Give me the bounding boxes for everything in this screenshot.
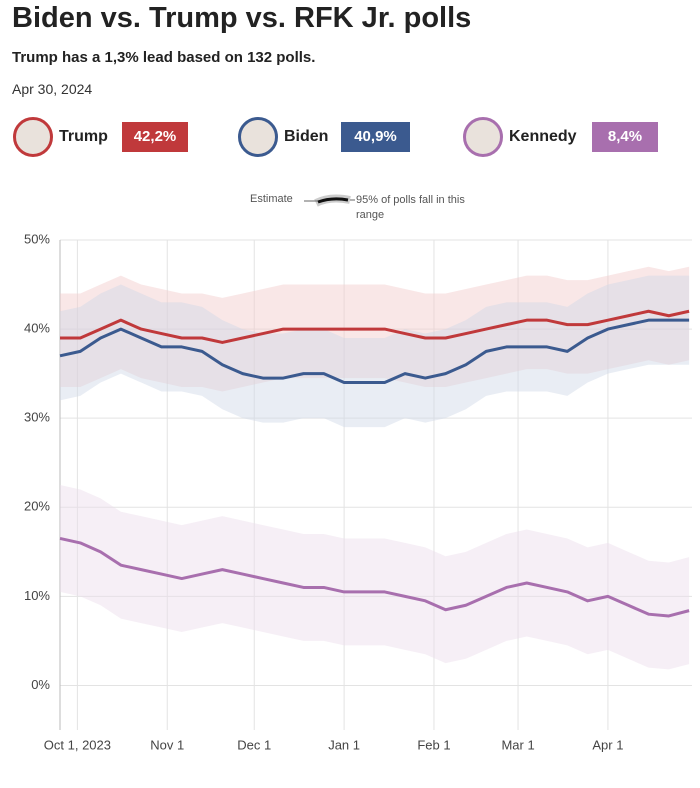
x-tick-label: Jan 1 [328, 737, 360, 752]
x-tick-label: Apr 1 [592, 737, 623, 752]
estimate-line [59, 318, 690, 385]
avatar [238, 117, 278, 157]
candidate-name: Biden [284, 128, 329, 145]
candidate-value: 42,2% [122, 122, 188, 152]
candidate-value: 40,9% [341, 122, 410, 152]
candidate-name: Trump [59, 128, 108, 145]
x-tick-label: Nov 1 [150, 737, 184, 752]
legend-line [317, 197, 349, 204]
x-tick-label: Dec 1 [237, 737, 271, 752]
candidate-name: Kennedy [509, 128, 577, 145]
y-tick-label: 30% [24, 410, 50, 425]
date: Apr 30, 2024 [12, 81, 93, 97]
subtitle: Trump has a 1,3% lead based on 132 polls… [12, 49, 316, 66]
legend-range: 95% of polls fall in this range [356, 194, 465, 221]
title: Biden vs. Trump vs. RFK Jr. polls [12, 2, 472, 34]
x-tick-label: Mar 1 [501, 737, 534, 752]
estimate-line [59, 536, 690, 618]
range-band [60, 275, 690, 428]
candidate-value: 8,4% [592, 122, 658, 152]
estimate-line [60, 309, 690, 344]
y-tick-label: 40% [24, 321, 50, 336]
x-tick-label: Feb 1 [417, 737, 450, 752]
avatar [13, 117, 53, 157]
range-band [60, 485, 690, 670]
y-tick-label: 10% [24, 588, 50, 603]
legend-estimate: Estimate [250, 193, 293, 205]
x-tick-label: Oct 1, 2023 [44, 737, 111, 752]
y-tick-label: 0% [31, 677, 50, 692]
y-tick-label: 50% [24, 231, 50, 246]
avatar [463, 117, 503, 157]
y-tick-label: 20% [24, 499, 50, 514]
